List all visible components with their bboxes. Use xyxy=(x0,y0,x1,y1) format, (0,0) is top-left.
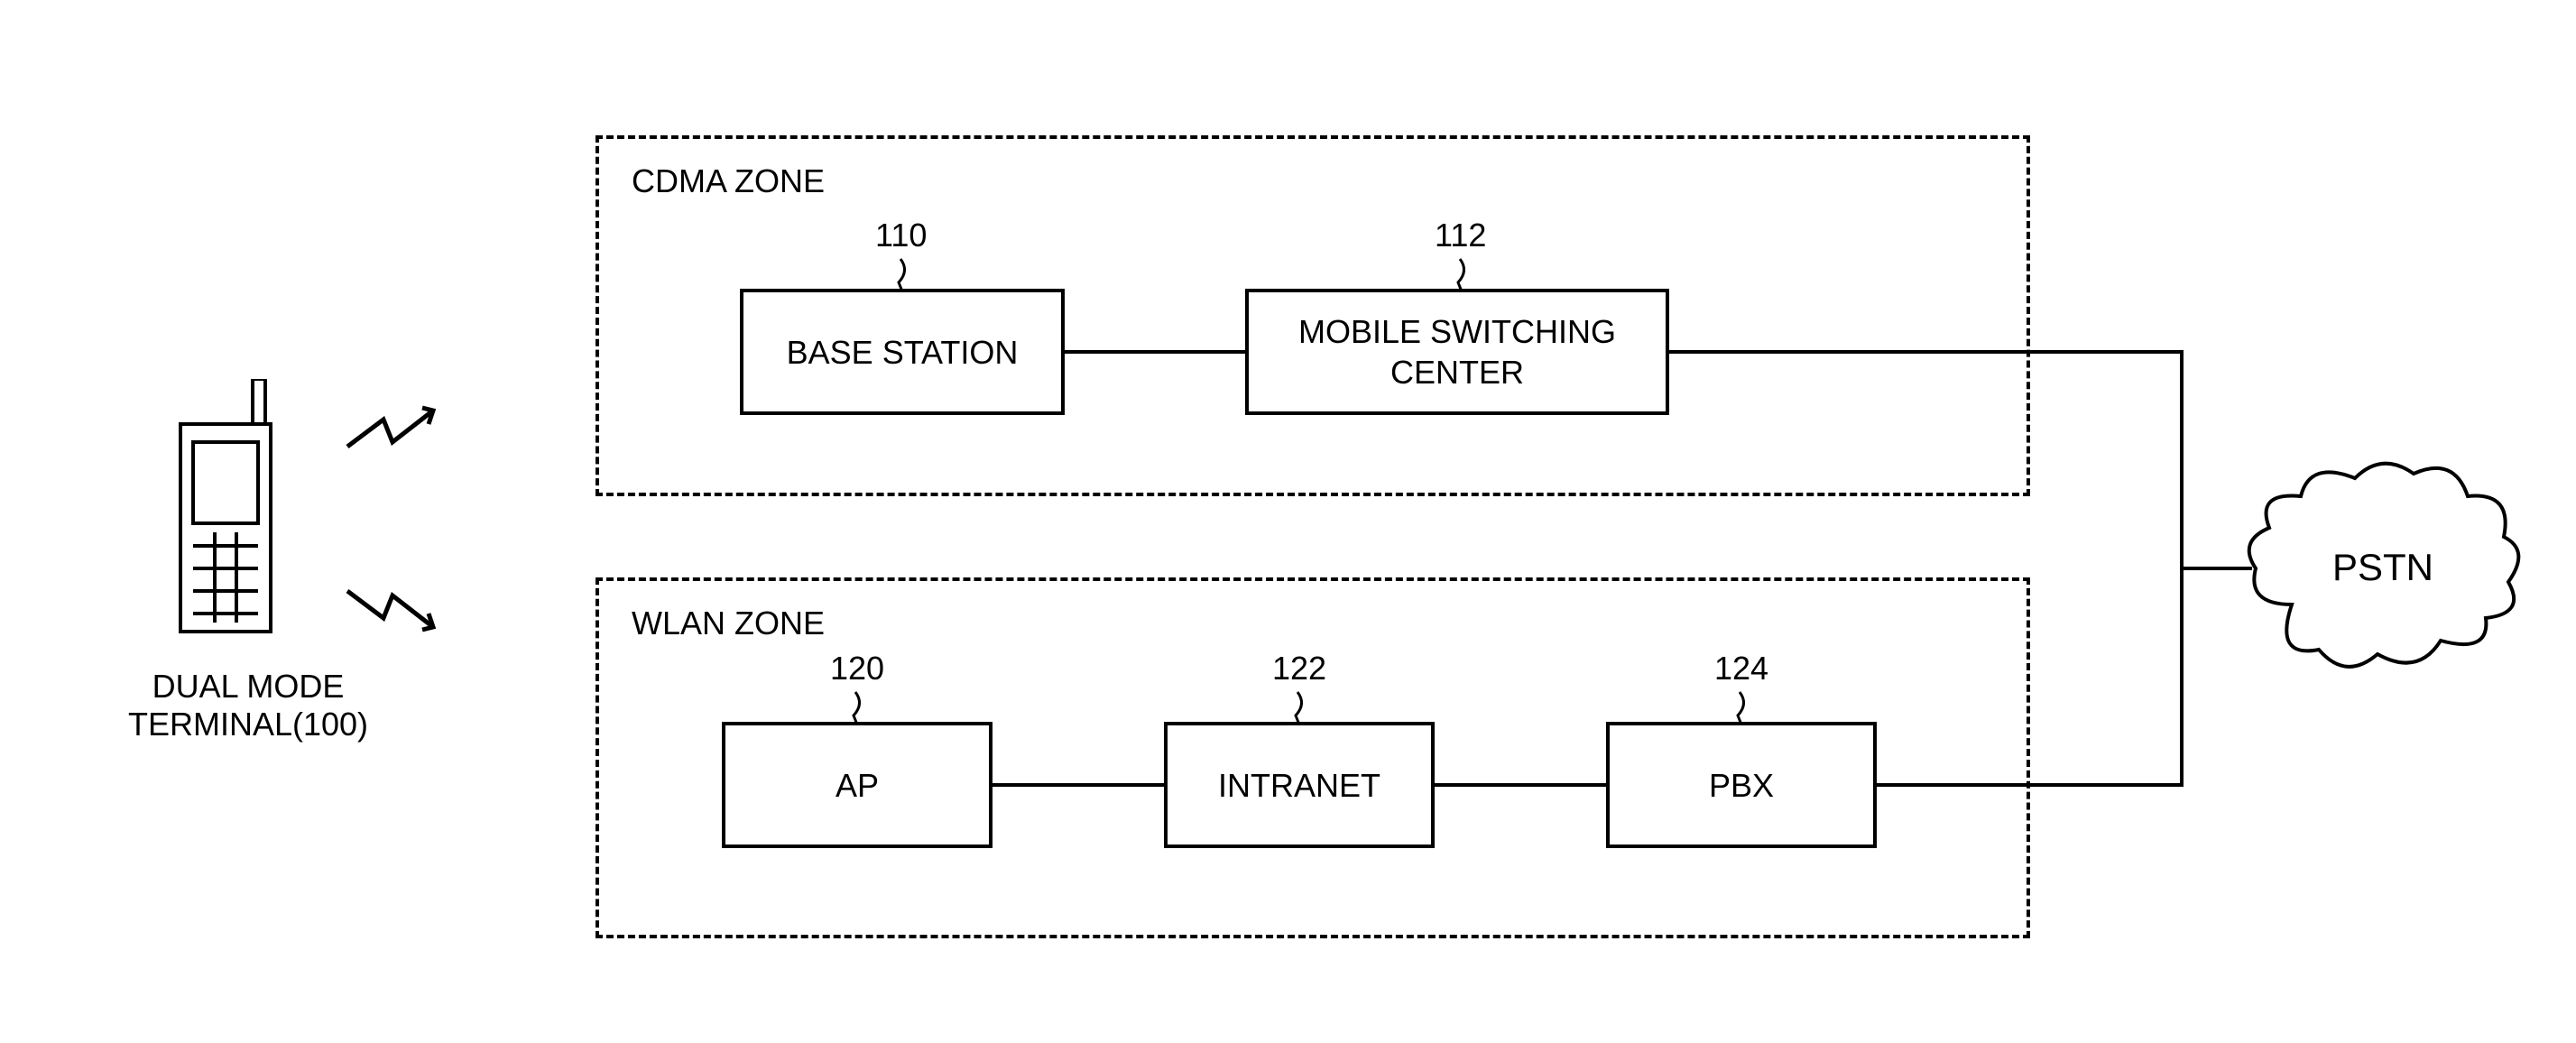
edge-ap-intranet xyxy=(993,783,1164,787)
msc-box: MOBILE SWITCHING CENTER xyxy=(1245,289,1669,415)
ap-box: AP xyxy=(722,722,993,848)
terminal-label: DUAL MODE TERMINAL(100) xyxy=(45,668,451,743)
ref-112: 112 xyxy=(1435,217,1486,254)
intranet-label: INTRANET xyxy=(1218,765,1380,806)
ref-tick-112 xyxy=(1453,257,1471,293)
rf-link-cdma-icon xyxy=(343,397,442,469)
intranet-box: INTRANET xyxy=(1164,722,1435,848)
edge-intranet-pbx xyxy=(1435,783,1606,787)
pstn-label: PSTN xyxy=(2332,546,2433,589)
ref-120: 120 xyxy=(830,650,884,688)
dual-mode-terminal-icon xyxy=(162,379,289,641)
rf-link-wlan-icon xyxy=(343,568,442,641)
cdma-zone-title: CDMA ZONE xyxy=(632,162,825,200)
edge-pbx-out xyxy=(1877,783,2184,787)
edge-msc-out xyxy=(1669,350,2184,354)
base-station-box: BASE STATION xyxy=(740,289,1065,415)
msc-label: MOBILE SWITCHING CENTER xyxy=(1298,311,1616,392)
base-station-label: BASE STATION xyxy=(787,332,1019,373)
pbx-box: PBX xyxy=(1606,722,1877,848)
ref-124: 124 xyxy=(1714,650,1768,688)
ref-tick-122 xyxy=(1290,690,1308,726)
ref-122: 122 xyxy=(1272,650,1326,688)
ref-tick-124 xyxy=(1732,690,1750,726)
diagram-canvas: DUAL MODE TERMINAL(100) CDMA ZONE 110 BA… xyxy=(0,0,2576,1043)
edge-bs-msc xyxy=(1065,350,1245,354)
ref-110: 110 xyxy=(875,217,927,254)
pbx-label: PBX xyxy=(1709,765,1774,806)
ap-label: AP xyxy=(836,765,879,806)
ref-tick-120 xyxy=(848,690,866,726)
wlan-zone-title: WLAN ZONE xyxy=(632,605,825,642)
ref-tick-110 xyxy=(893,257,911,293)
